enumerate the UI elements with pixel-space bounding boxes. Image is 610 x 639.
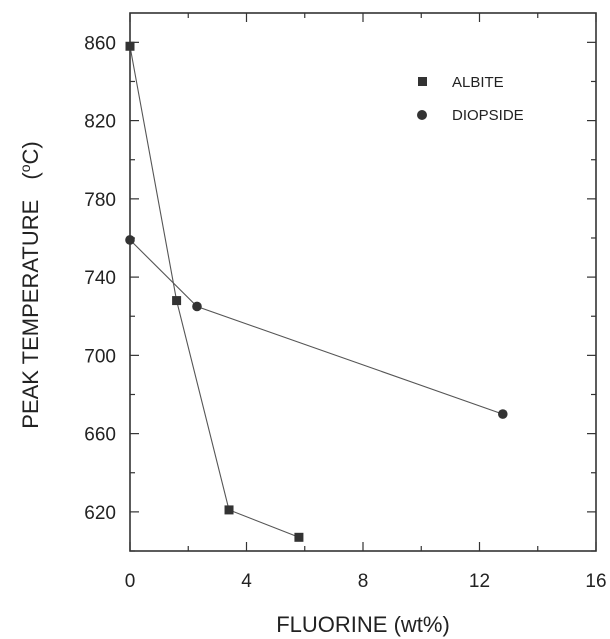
legend-label-diopside: DIOPSIDE [452, 107, 524, 124]
axis-ticks [129, 13, 597, 552]
y-tick-label: 780 [84, 190, 116, 211]
legend-marker-albite [418, 77, 427, 86]
y-axis-title-main: PEAK TEMPERATURE [18, 200, 43, 429]
y-tick-label: 700 [84, 346, 116, 367]
y-tick-label: 620 [84, 503, 116, 524]
data-point-albite [125, 41, 135, 51]
data-point-diopside [192, 301, 202, 312]
y-tick-label: 860 [84, 33, 116, 54]
data-point-diopside [125, 235, 135, 245]
legend-marker-diopside [417, 110, 427, 120]
plot-frame [129, 12, 597, 552]
y-axis-title-unit-close: C) [18, 141, 43, 164]
y-axis-title-unit-degree: o [17, 164, 33, 172]
x-tick-label: 8 [358, 571, 369, 592]
data-point-albite [224, 505, 234, 515]
legend: ALBITE DIOPSIDE [417, 74, 524, 124]
series-line-albite [129, 46, 300, 538]
data-point-albite [172, 296, 182, 306]
y-axis-title: PEAK TEMPERATURE (oC) [17, 141, 43, 428]
axis-tick-labels: 0 4 8 12 16 620 660 700 740 780 820 860 [84, 33, 606, 592]
series-line-diopside [129, 239, 503, 415]
y-tick-label: 820 [84, 112, 116, 133]
data-point-albite [294, 532, 304, 542]
x-tick-label: 0 [125, 571, 136, 592]
x-axis-title: FLUORINE (wt%) [276, 612, 450, 637]
y-axis-title-unit-open: ( [18, 172, 43, 180]
legend-label-albite: ALBITE [452, 74, 504, 91]
x-tick-label: 16 [585, 571, 606, 592]
x-tick-label: 12 [469, 571, 490, 592]
x-tick-label: 4 [241, 571, 252, 592]
y-tick-label: 740 [84, 268, 116, 289]
data-point-diopside [498, 409, 508, 419]
series-layer [125, 41, 508, 542]
y-tick-label: 660 [84, 425, 116, 446]
